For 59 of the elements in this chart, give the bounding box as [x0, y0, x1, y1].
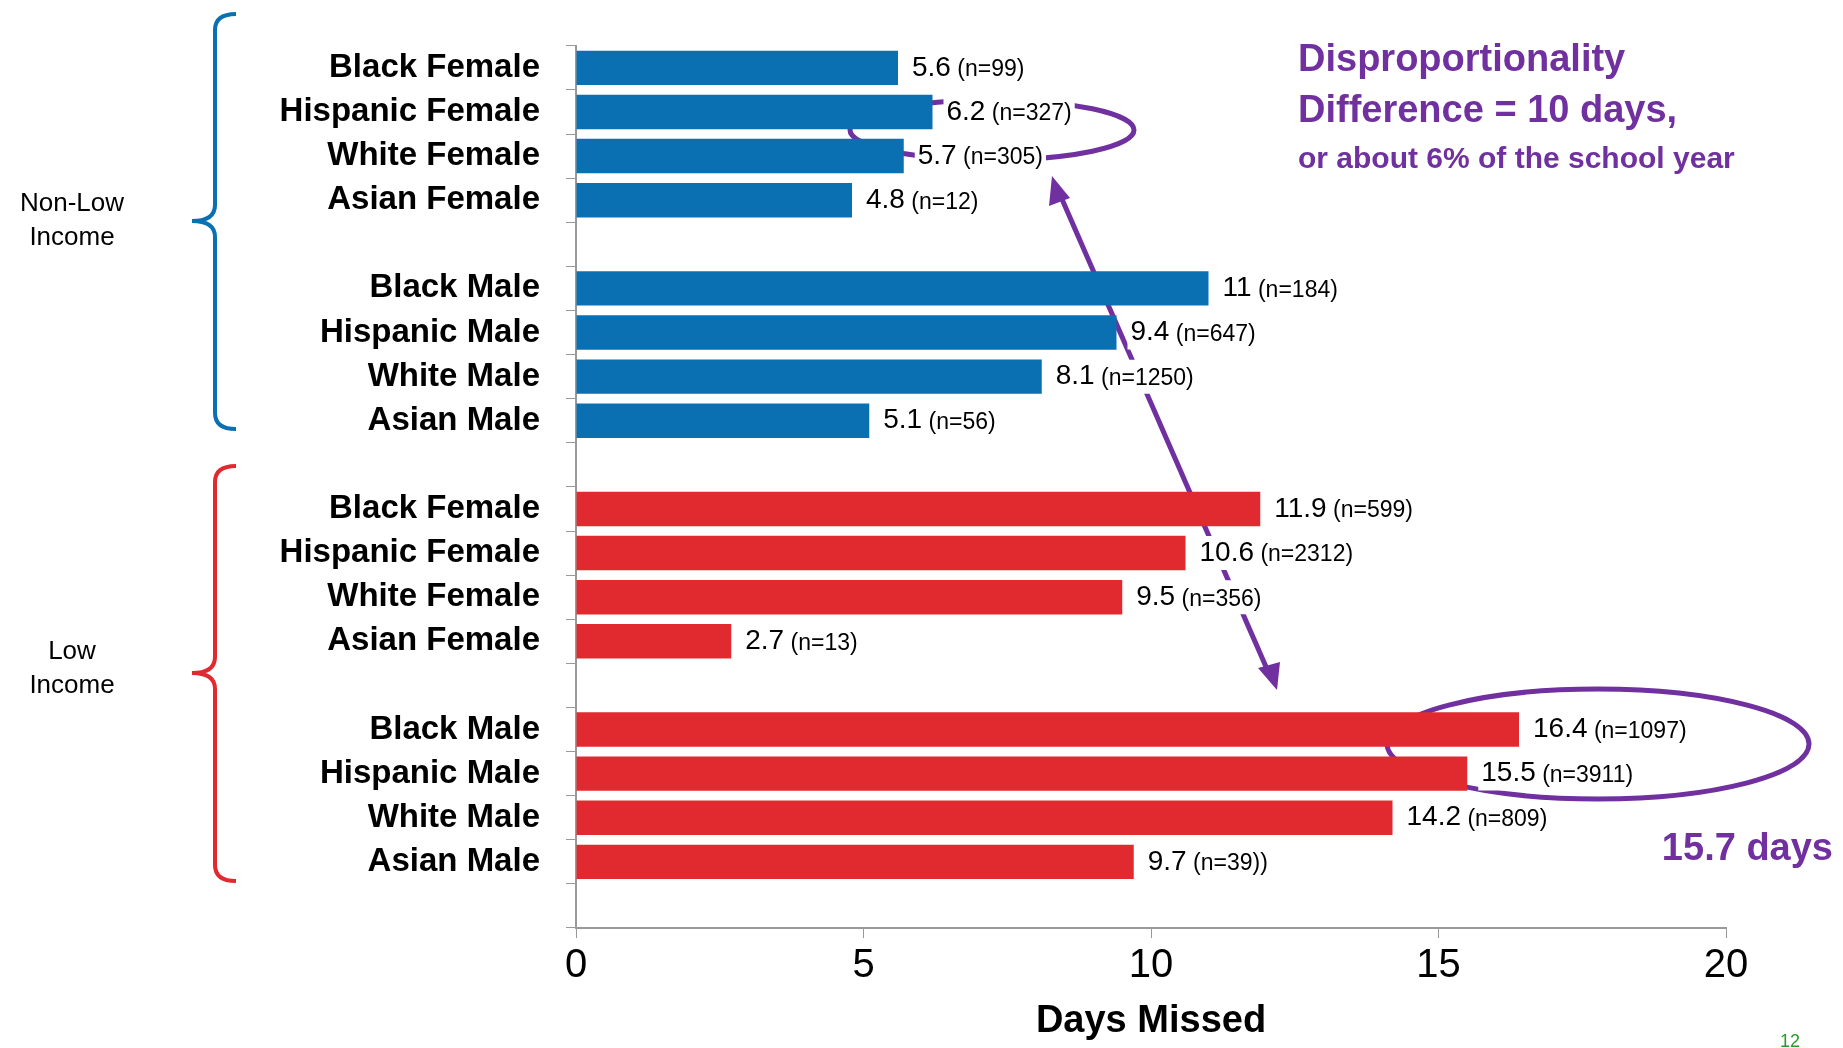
data-label: 14.2 (n=809): [1406, 800, 1548, 832]
data-label: 6.2 (n=327): [946, 94, 1072, 126]
bar: [576, 359, 1042, 394]
y-tick-label: Asian Male: [367, 840, 540, 878]
x-tick-label: 15: [1416, 941, 1461, 986]
bar: [576, 50, 898, 86]
text: Low Income: [29, 635, 115, 700]
data-label: 10.6 (n=2312): [1199, 535, 1354, 567]
data-label: 9.7 (n=39)): [1147, 844, 1268, 876]
data-label: 5.7 (n=305): [917, 138, 1043, 170]
y-tick-label: Black Female: [329, 488, 540, 526]
y-tick-label: Black Male: [369, 708, 540, 746]
x-tick-label: 10: [1128, 941, 1174, 986]
data-label: 4.8 (n=12): [866, 182, 979, 214]
bar: [576, 535, 1186, 571]
bar: [576, 756, 1468, 791]
bar: [576, 315, 1117, 350]
x-tick-label: 5: [852, 941, 875, 986]
y-tick-label: Hispanic Female: [279, 532, 540, 570]
data-label: 11 (n=184): [1222, 271, 1338, 303]
y-tick-label: Asian Female: [327, 620, 540, 658]
bar: [576, 844, 1134, 880]
x-tick-label: 20: [1703, 941, 1749, 986]
annotation: Disproportionality: [1298, 37, 1626, 80]
data-label: 2.7 (n=13): [745, 624, 858, 655]
data-label: 9.5 (n=356): [1136, 579, 1262, 611]
data-label: 5.6 (n=99): [912, 50, 1025, 82]
y-tick-label: Hispanic Female: [279, 91, 540, 129]
bar: [576, 271, 1209, 306]
data-label: 9.4 (n=647): [1130, 315, 1256, 347]
bar: [576, 800, 1393, 835]
x-tick-label: 0: [564, 941, 588, 986]
data-label: 15.5 (n=3911): [1481, 756, 1634, 788]
y-tick-label: Asian Male: [367, 399, 540, 437]
annotation: 15.7 days: [1661, 826, 1833, 869]
y-tick-label: Hispanic Male: [319, 311, 540, 349]
text: 12: [1779, 1030, 1801, 1048]
bar: [576, 403, 870, 438]
data-label: 11.9 (n=599): [1274, 491, 1413, 523]
annotation: or about 6% of the school year: [1298, 141, 1736, 175]
y-tick-label: White Female: [327, 576, 540, 614]
annotation: Difference = 10 days,: [1298, 88, 1678, 131]
x-axis-title: Days Missed: [1035, 997, 1267, 1040]
bar: [576, 182, 852, 218]
bar: [576, 624, 732, 659]
data-label: 8.1 (n=1250): [1055, 359, 1194, 391]
y-tick-label: White Female: [327, 135, 540, 173]
bar: [576, 491, 1261, 527]
y-tick-label: Black Female: [329, 46, 540, 84]
y-tick-label: Hispanic Male: [319, 752, 540, 790]
text: Non-Low Income: [19, 187, 125, 252]
bar: [576, 579, 1123, 615]
y-tick-label: White Male: [367, 355, 540, 393]
y-tick-label: Asian Female: [327, 179, 540, 217]
bar: [576, 712, 1519, 747]
data-label: 16.4 (n=1097): [1533, 712, 1687, 744]
y-tick-label: Black Male: [369, 267, 540, 305]
data-label: 5.1 (n=56): [883, 403, 996, 435]
y-tick-label: White Male: [367, 796, 540, 834]
